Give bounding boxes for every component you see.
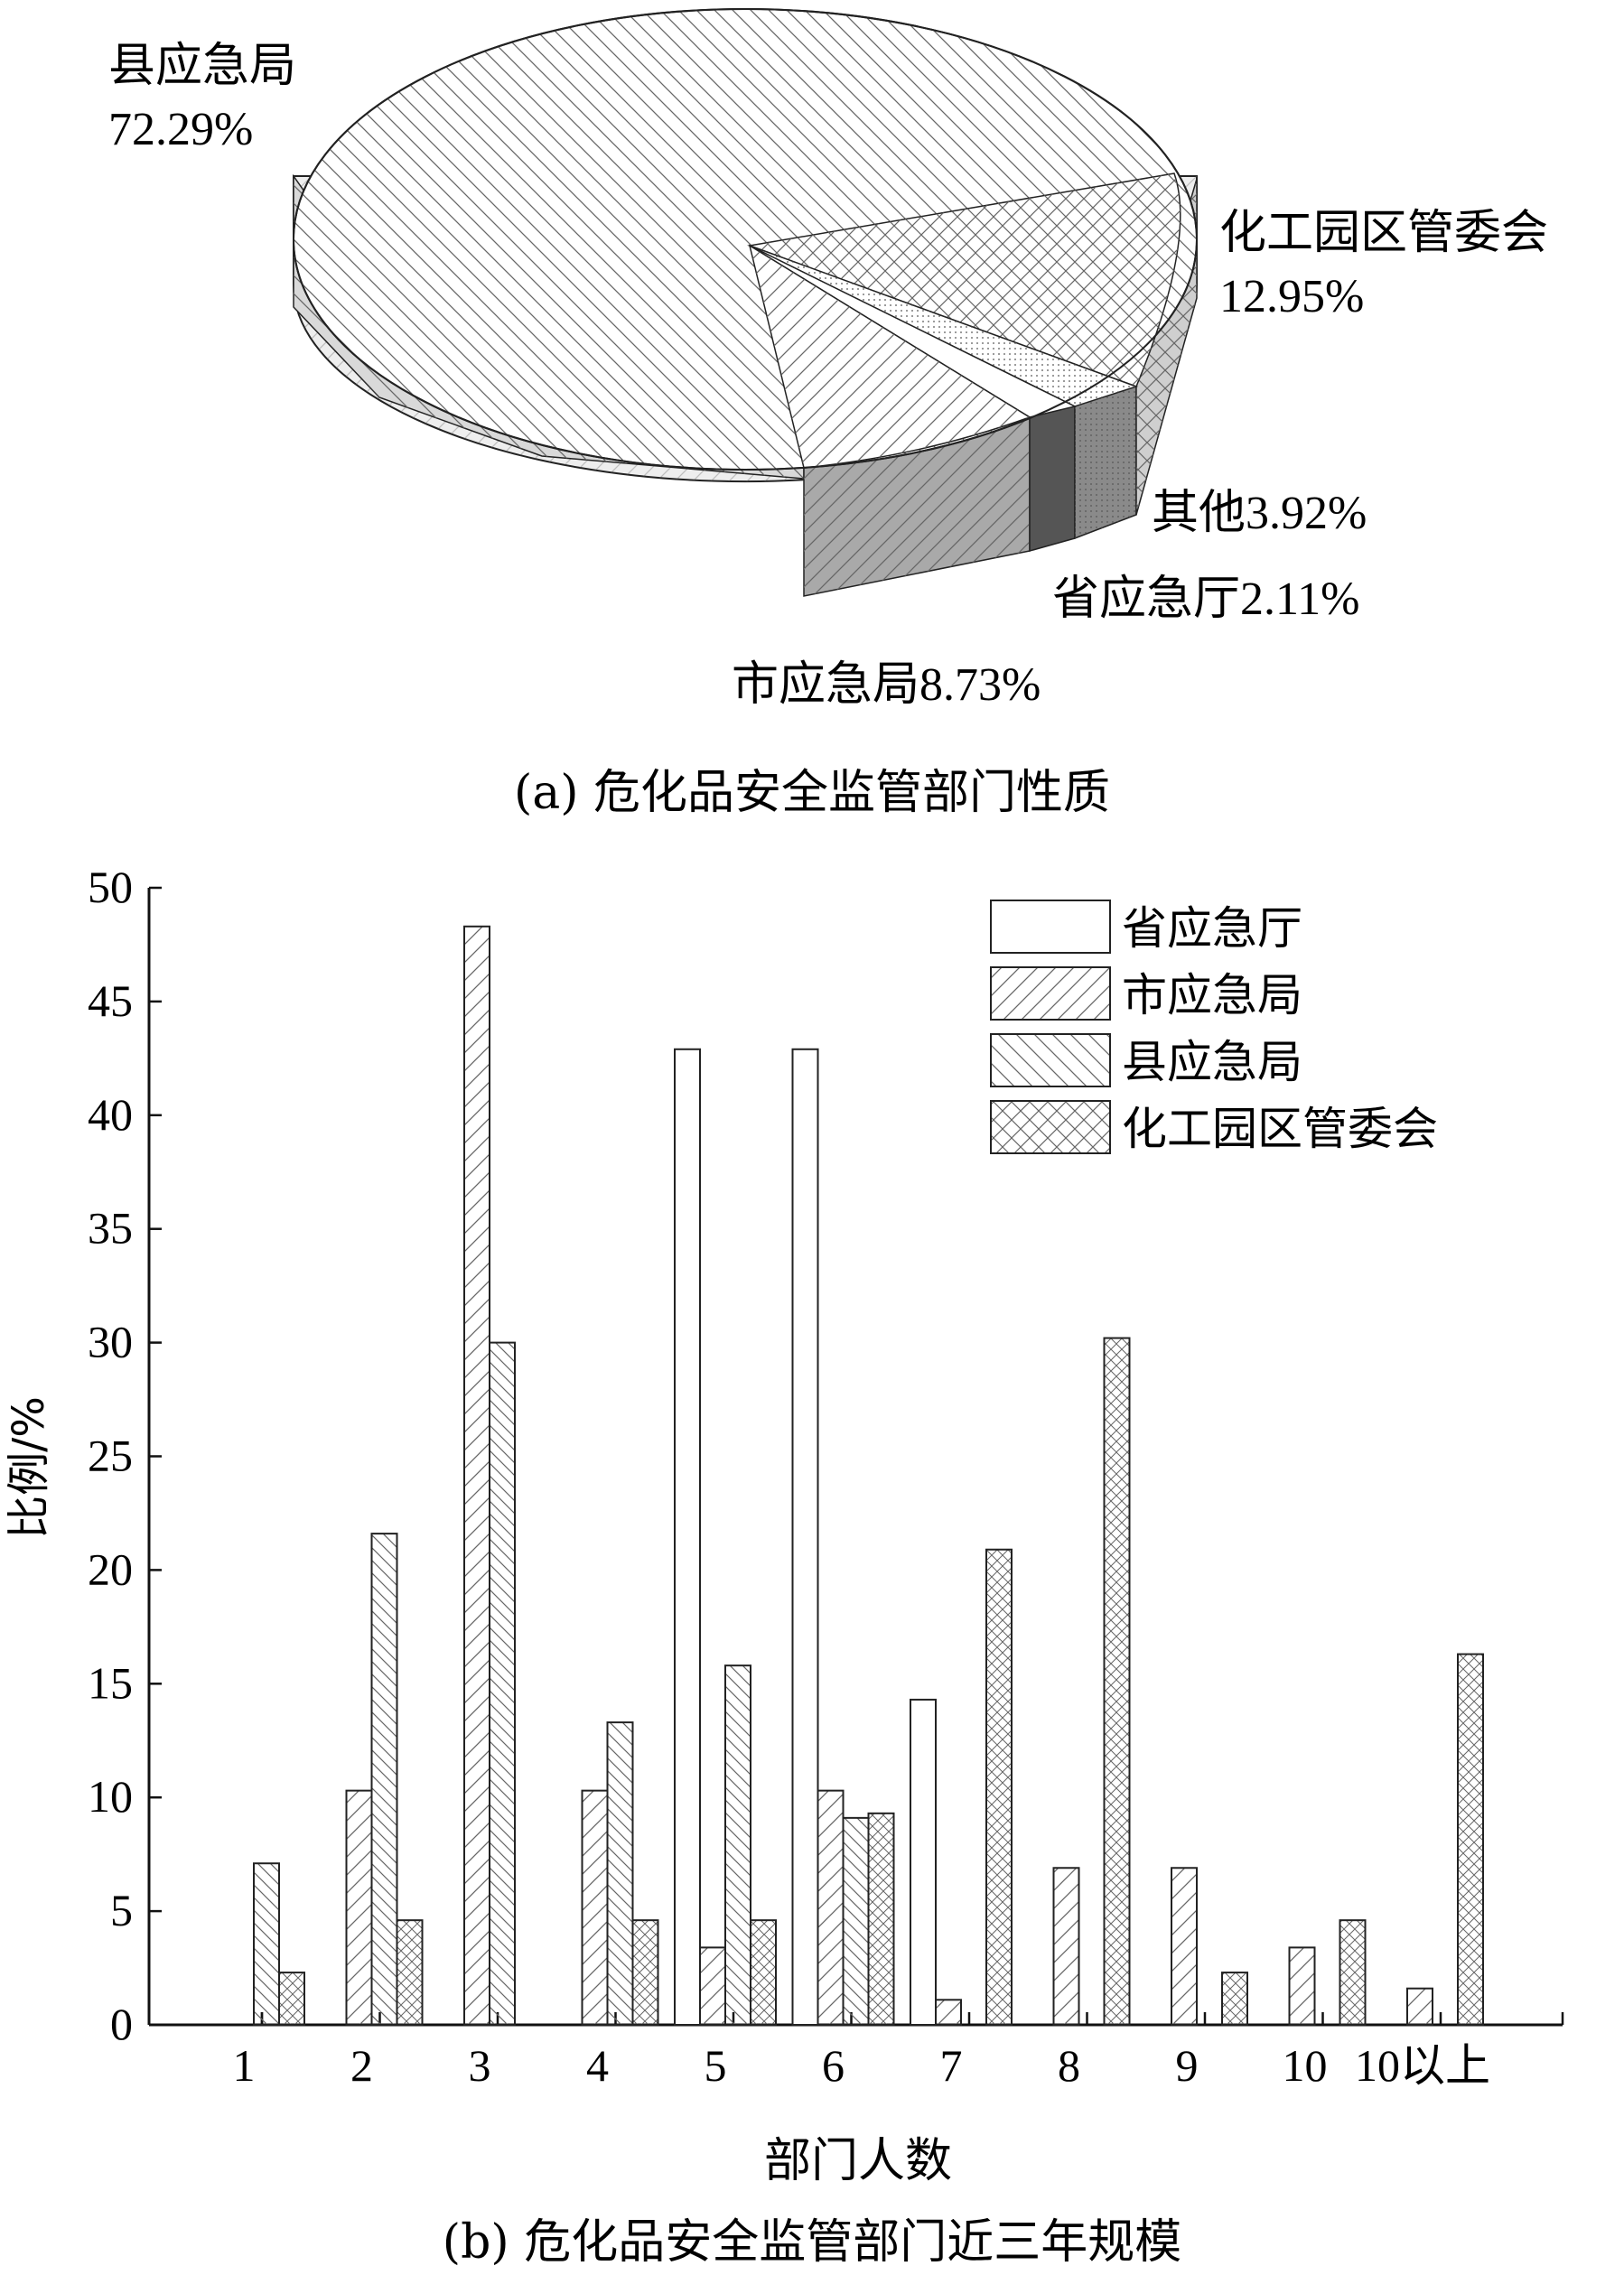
y-tick-label: 15: [88, 1657, 133, 1708]
y-tick-label: 5: [110, 1885, 133, 1935]
bar-county: [606, 1721, 634, 2026]
pie-value-county: 72.29%: [108, 104, 253, 155]
pie-label-other-name: 其他: [1152, 486, 1246, 540]
x-tick-label: 9: [1176, 2040, 1199, 2091]
bar-park: [1221, 1972, 1248, 2026]
bar-marks: [253, 925, 1484, 2027]
pie-label-city-name: 市应急局: [732, 657, 919, 712]
pie-value-other: 3.92%: [1246, 488, 1367, 539]
bar-park: [1103, 1337, 1131, 2026]
pie-label-other: 其他3.92%: [1152, 486, 1367, 540]
pie-value-province: 2.11%: [1240, 573, 1359, 625]
y-tick-label: 30: [88, 1317, 133, 1367]
x-tick-label: 1: [233, 2040, 256, 2091]
y-tick-label: 50: [88, 862, 133, 912]
bar-x-axis-label: 部门人数: [764, 2134, 952, 2188]
bar-city: [1406, 1987, 1433, 2026]
bar-y-axis-label: 比例/%: [4, 1396, 54, 1539]
y-tick-label: 10: [88, 1771, 133, 1822]
pie-label-county: 县应急局: [108, 39, 296, 93]
pie-top-face: [293, 8, 1198, 471]
legend-swatch-city: [990, 966, 1111, 1021]
y-tick-label: 20: [88, 1543, 133, 1594]
bar-caption: (b) 危化品安全监管部门近三年规模: [443, 2215, 1181, 2270]
bar-city: [463, 925, 490, 2026]
bar-county: [370, 1533, 398, 2027]
legend-label-park: 化工园区管委会: [1122, 1103, 1438, 1155]
legend-swatch-park: [990, 1100, 1111, 1154]
bar-park: [1457, 1653, 1484, 2027]
pie-label-park: 化工园区管委会: [1219, 206, 1548, 260]
bar-city: [345, 1789, 373, 2026]
pie-value-city: 8.73%: [919, 659, 1041, 711]
bar-county: [489, 1341, 516, 2026]
legend-label-province: 省应急厅: [1122, 902, 1302, 955]
x-tick-label: 5: [705, 2040, 727, 2091]
bar-park: [278, 1972, 305, 2026]
bar-county: [842, 1816, 870, 2027]
bar-legend: 省应急厅 市应急局 县应急局 化工园区管委会: [990, 900, 1438, 1155]
bar-city: [1171, 1867, 1198, 2027]
y-tick-label: 40: [88, 1089, 133, 1140]
bar-county: [253, 1862, 280, 2026]
x-tick-label: 10以上: [1355, 2040, 1490, 2091]
pie-chart: 县应急局 72.29% 化工园区管委会 12.95% 其他3.92% 省应急厅2…: [108, 8, 1548, 820]
pie-value-park: 12.95%: [1219, 271, 1364, 322]
y-tick-label: 45: [88, 975, 133, 1026]
x-tick-label: 8: [1058, 2040, 1080, 2091]
bar-park: [631, 1919, 659, 2027]
legend-swatch-county: [990, 1033, 1111, 1087]
bar-city: [935, 1999, 962, 2027]
pie-caption: (a) 危化品安全监管部门性质: [514, 766, 1110, 820]
pie-label-city: 市应急局8.73%: [732, 657, 1041, 712]
bar-park: [750, 1919, 777, 2027]
pie-side-wall-province: [1029, 404, 1076, 552]
bar-park: [867, 1812, 895, 2027]
x-tick-label: 3: [469, 2040, 491, 2091]
x-tick-label: 7: [940, 2040, 963, 2091]
bar-city: [1052, 1867, 1080, 2027]
pie-label-province: 省应急厅2.11%: [1052, 572, 1359, 626]
bar-county: [724, 1664, 751, 2026]
bar-park: [1339, 1919, 1367, 2027]
bar-city: [699, 1946, 726, 2026]
bar-park: [396, 1919, 424, 2027]
pie-label-province-name: 省应急厅: [1052, 572, 1240, 626]
y-tick-label: 25: [88, 1431, 133, 1481]
legend-swatch-province: [990, 900, 1111, 954]
y-tick-label: 0: [110, 1999, 133, 2049]
legend-label-city: 市应急局: [1122, 969, 1302, 1021]
bar-province: [791, 1048, 819, 2026]
bar-city: [817, 1789, 845, 2026]
y-tick-label: 35: [88, 1203, 133, 1254]
legend-label-county: 县应急局: [1122, 1036, 1302, 1088]
x-tick-label: 6: [822, 2040, 845, 2091]
bar-park: [985, 1548, 1013, 2027]
bar-province: [910, 1698, 937, 2027]
bar-city: [581, 1789, 609, 2026]
bar-province: [674, 1048, 701, 2026]
x-tick-label: 4: [586, 2040, 609, 2091]
x-tick-label: 2: [350, 2040, 373, 2091]
x-tick-label: 10: [1283, 2040, 1328, 2091]
bar-city: [1288, 1946, 1316, 2026]
